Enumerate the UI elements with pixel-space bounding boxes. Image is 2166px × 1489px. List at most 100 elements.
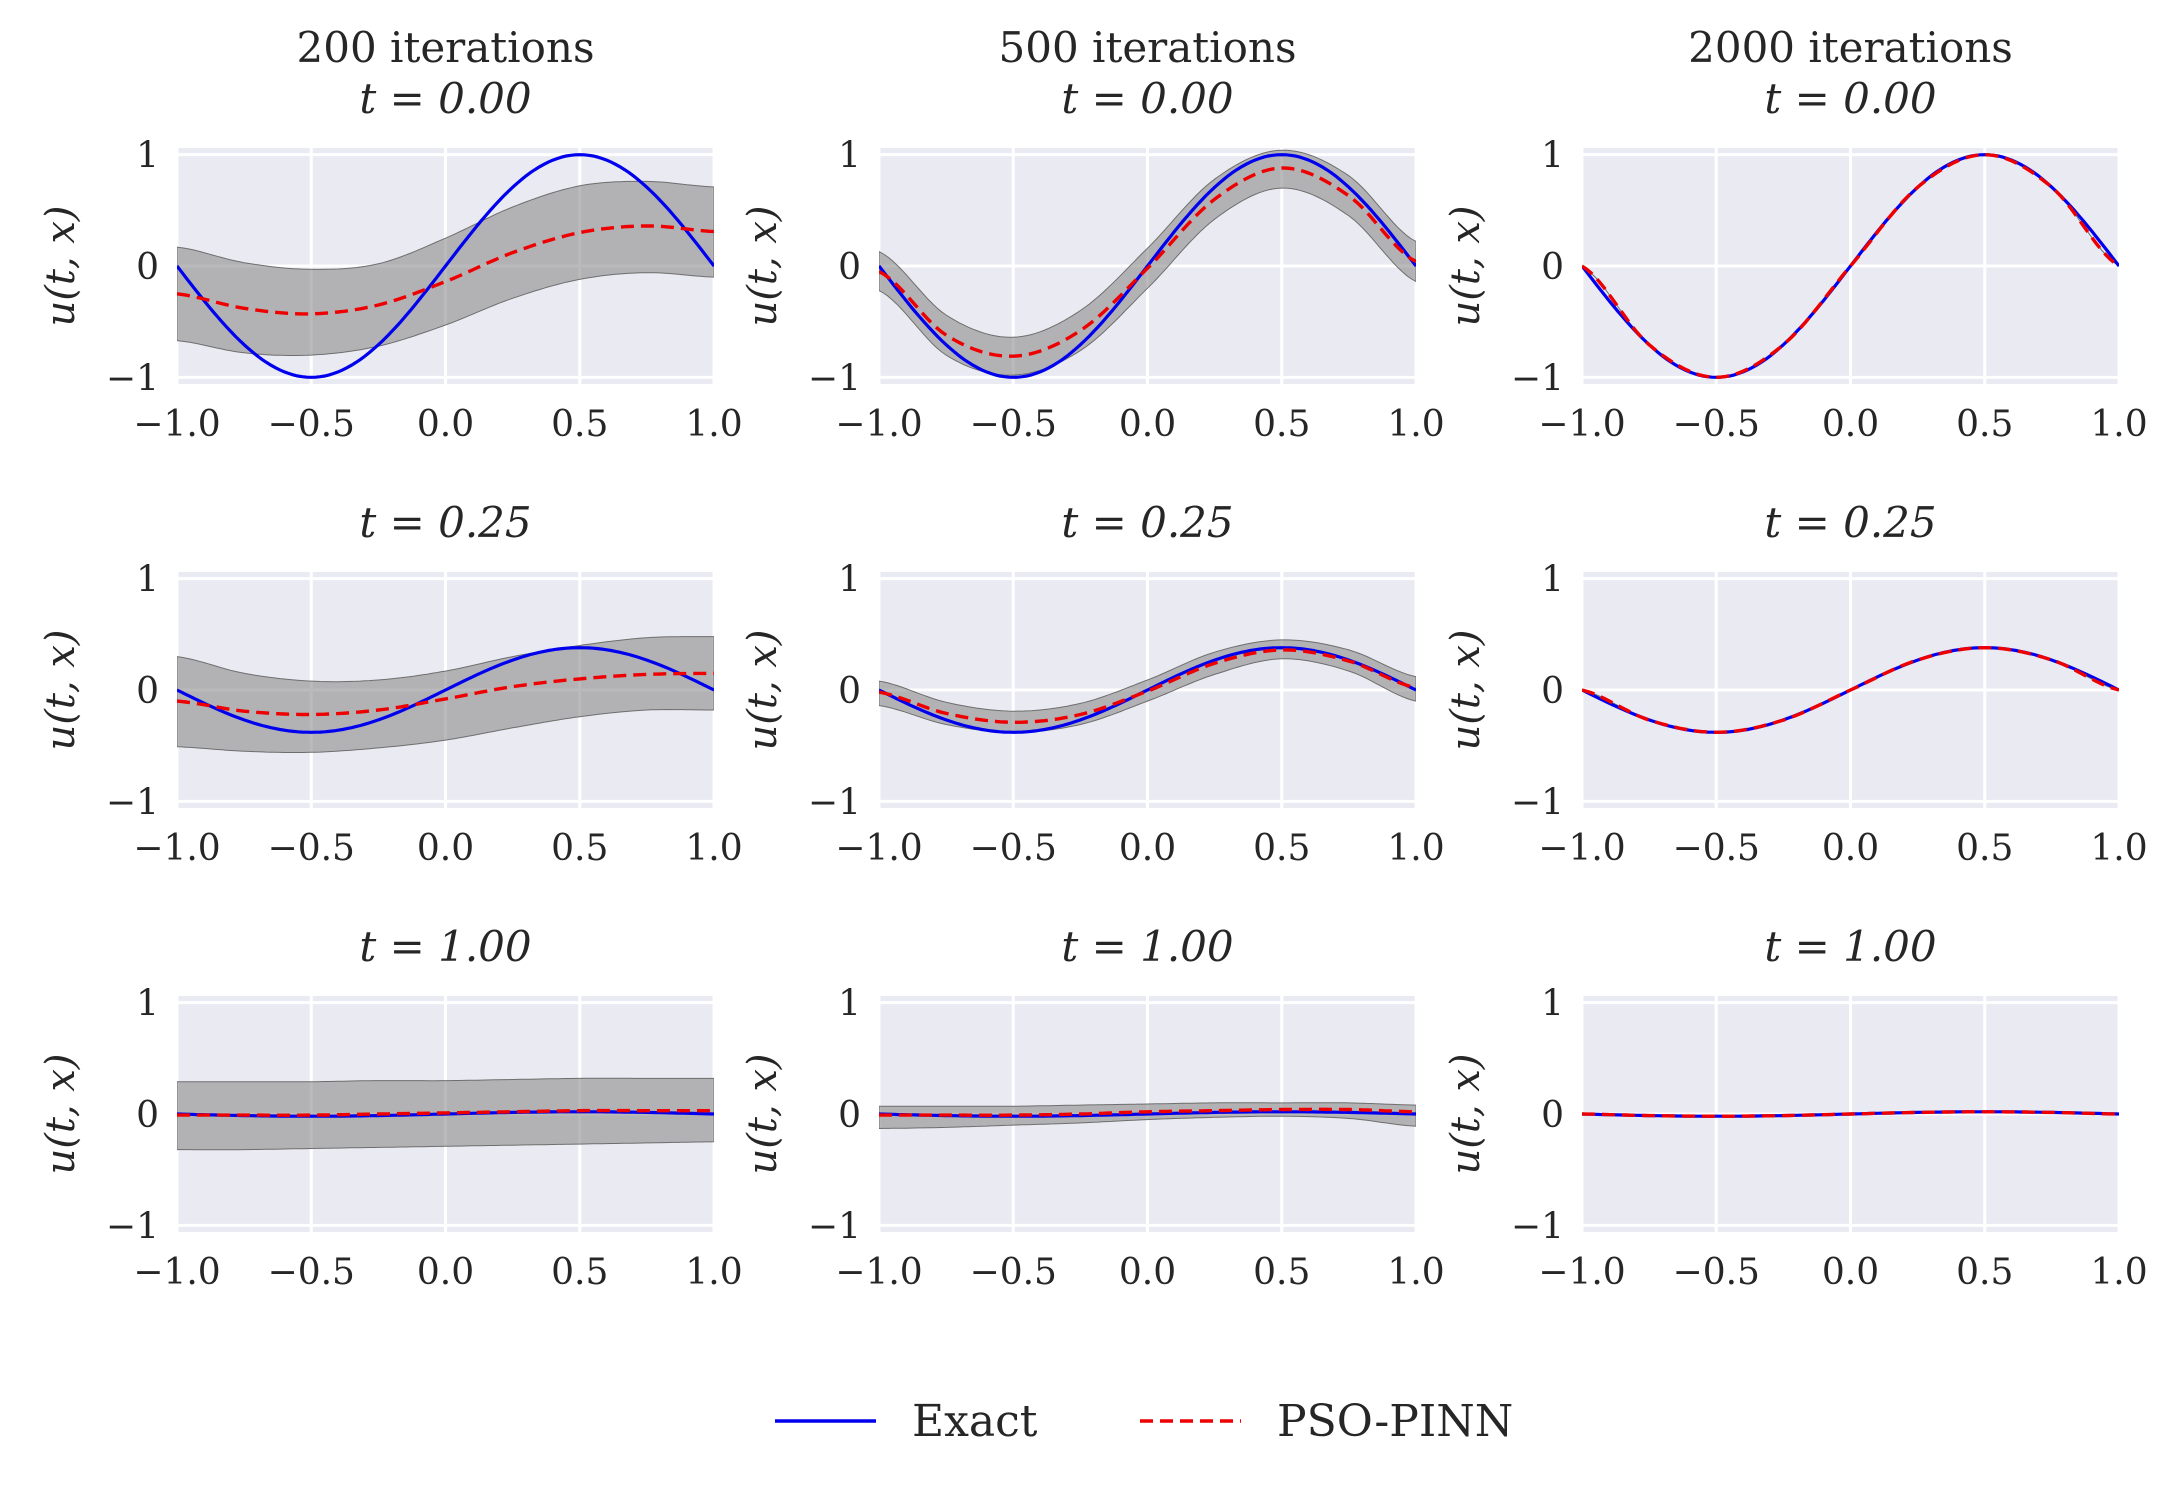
subplot-r3-c3: −1.0 −0.5 0.0 0.5 1.0 −1 0 1 u(t, x) t = 1.00 [1443,922,2148,1293]
y-tick-label: 1 [136,136,159,177]
y-tick-label: 1 [838,560,861,601]
y-axis-label: u(t, x) [38,205,84,326]
pso-pinn-line [879,648,1416,724]
x-tick-label: −0.5 [268,1252,355,1293]
x-tick-label: −0.5 [970,1252,1057,1293]
subplot-r2-c1: −1.0 −0.5 0.0 0.5 1.0 −1 0 1 u(t, x) t = 0.25 [38,498,743,869]
y-tick-label: −1 [808,1206,861,1247]
x-tick-label: 0.0 [1822,1252,1879,1293]
x-tick-label: 0.5 [551,828,608,869]
column-title: 500 iterations [999,23,1297,72]
x-tick-label: 1.0 [2090,1252,2147,1293]
x-tick-label: 1.0 [1387,1252,1444,1293]
x-tick-label: −0.5 [970,404,1057,445]
subplot-r3-c1: −1.0 −0.5 0.0 0.5 1.0 −1 0 1 u(t, x) t = 1.00 [38,922,743,1293]
pso-pinn-line [879,166,1416,358]
y-tick-label: 0 [136,1095,159,1136]
plot-area [879,1102,1416,1130]
x-tick-label: −0.5 [1673,1252,1760,1293]
subplot-r2-c2: −1.0 −0.5 0.0 0.5 1.0 −1 0 1 u(t, x) t = 0.25 [740,498,1445,869]
x-tick-label: 0.5 [551,1252,608,1293]
x-tick-label: 0.5 [1253,404,1310,445]
y-tick-label: −1 [106,1206,159,1247]
uncertainty-band [879,639,1416,733]
row-title: t = 1.00 [1061,922,1233,971]
plot-area [177,153,714,379]
x-tick-label: −1.0 [133,828,220,869]
row-title: t = 0.25 [1764,498,1936,547]
x-tick-label: 0.5 [551,404,608,445]
x-tick-label: −1.0 [1538,828,1625,869]
y-tick-label: 1 [136,984,159,1025]
x-tick-label: 1.0 [1387,404,1444,445]
x-tick-label: 0.0 [1119,404,1176,445]
y-tick-label: 0 [1541,1095,1564,1136]
x-tick-label: 1.0 [2090,404,2147,445]
exact-line [879,646,1416,734]
x-tick-label: 0.0 [1119,828,1176,869]
y-axis-label: u(t, x) [740,629,786,750]
exact-line [177,646,714,734]
x-tick-label: −1.0 [133,1252,220,1293]
y-tick-label: 0 [838,1095,861,1136]
row-title: t = 0.00 [1764,74,1936,123]
x-tick-label: 0.5 [1253,828,1310,869]
row-title: t = 1.00 [359,922,531,971]
row-title: t = 0.00 [1061,74,1233,123]
y-tick-label: 1 [136,560,159,601]
exact-line [177,153,714,379]
pso-pinn-line [1582,1110,2119,1118]
y-axis-label: u(t, x) [1443,629,1489,750]
y-tick-label: 0 [838,247,861,288]
y-tick-label: 1 [1541,984,1564,1025]
x-tick-label: 0.0 [1822,404,1879,445]
y-tick-label: 1 [1541,560,1564,601]
y-tick-label: 0 [1541,671,1564,712]
y-tick-label: 1 [838,984,861,1025]
y-axis-label: u(t, x) [1443,205,1489,326]
y-tick-label: −1 [1511,358,1564,399]
y-tick-label: −1 [106,358,159,399]
x-tick-label: −1.0 [835,1252,922,1293]
y-tick-label: −1 [106,782,159,823]
x-tick-label: 0.0 [417,828,474,869]
y-tick-label: −1 [808,358,861,399]
pso-pinn-line [177,224,714,316]
x-tick-label: 0.5 [1956,404,2013,445]
row-title: t = 0.00 [359,74,531,123]
x-tick-label: 0.5 [1956,828,2013,869]
x-tick-label: 0.5 [1253,1252,1310,1293]
x-tick-label: −0.5 [1673,828,1760,869]
y-axis-label: u(t, x) [1443,1053,1489,1174]
pso-pinn-line [879,1107,1416,1117]
y-axis-label: u(t, x) [38,629,84,750]
y-tick-label: 0 [1541,247,1564,288]
y-tick-label: −1 [808,782,861,823]
plot-area [177,1077,714,1151]
x-tick-label: −1.0 [1538,404,1625,445]
row-title: t = 0.25 [1061,498,1233,547]
pso-pinn-line [1582,645,2119,735]
subplot-r3-c2: −1.0 −0.5 0.0 0.5 1.0 −1 0 1 u(t, x) t = 1.00 [740,922,1445,1293]
x-tick-label: −0.5 [1673,404,1760,445]
y-tick-label: 0 [136,247,159,288]
plot-area [1582,1110,2119,1118]
pso-pinn-line [1582,152,2119,380]
x-tick-label: −0.5 [268,828,355,869]
x-tick-label: −1.0 [835,828,922,869]
plot-area [177,636,714,753]
x-tick-label: 1.0 [2090,828,2147,869]
subplot-r2-c3: −1.0 −0.5 0.0 0.5 1.0 −1 0 1 u(t, x) t = 0.25 [1443,498,2148,869]
column-title: 2000 iterations [1688,23,2013,72]
x-tick-label: 1.0 [1387,828,1444,869]
y-tick-label: 0 [136,671,159,712]
y-tick-label: 0 [838,671,861,712]
x-tick-label: 0.0 [417,404,474,445]
row-title: t = 0.25 [359,498,531,547]
x-tick-label: 1.0 [685,828,742,869]
x-tick-label: 0.0 [1119,1252,1176,1293]
x-tick-label: 1.0 [685,404,742,445]
subplot-r1-c1: −1.0 −0.5 0.0 0.5 1.0 −1 0 1 u(t, x) 200 iteratio… [38,23,743,445]
y-axis-label: u(t, x) [38,1053,84,1174]
